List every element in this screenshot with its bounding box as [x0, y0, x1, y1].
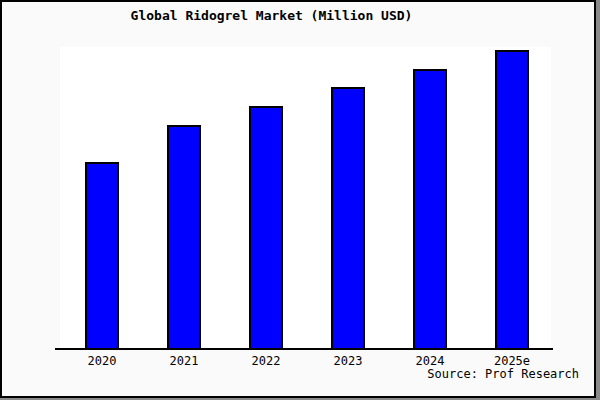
x-tick-label-2025e: 2025e — [471, 354, 553, 368]
x-tick-label-2024: 2024 — [389, 354, 471, 368]
x-tick-label-2022: 2022 — [225, 354, 307, 368]
chart-title: Global Ridogrel Market (Million USD) — [2, 8, 541, 23]
bar-2025e — [495, 50, 529, 349]
bar-2023 — [331, 87, 365, 349]
x-tick-label-2023: 2023 — [307, 354, 389, 368]
chart-frame: Global Ridogrel Market (Million USD) 202… — [0, 0, 596, 398]
bar-2021 — [167, 125, 201, 349]
bar-2022 — [249, 106, 283, 349]
x-tick-label-2020: 2020 — [61, 354, 143, 368]
x-axis-line — [55, 348, 553, 350]
source-note: Source: Prof Research — [427, 367, 579, 381]
x-tick-label-2021: 2021 — [143, 354, 225, 368]
bar-2024 — [413, 69, 447, 349]
plot-area — [60, 47, 551, 349]
bar-2020 — [85, 162, 119, 349]
